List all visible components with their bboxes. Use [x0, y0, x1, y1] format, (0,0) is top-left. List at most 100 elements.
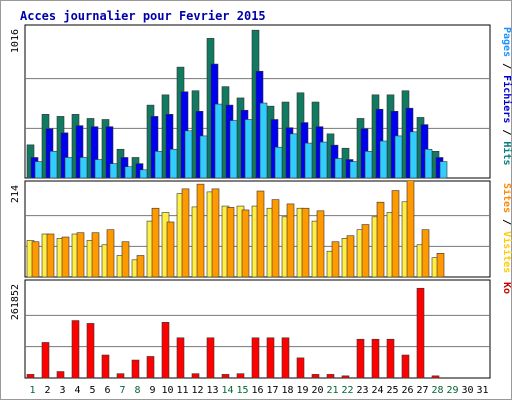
x-tick-label: 25 [386, 385, 398, 396]
bar-pages [439, 161, 448, 179]
bar-ko [206, 337, 215, 379]
bar-pages [319, 141, 328, 179]
bar-pages [289, 133, 298, 179]
x-tick-label: 1 [29, 385, 35, 396]
bar-ko [71, 320, 80, 379]
bar-sites [226, 207, 235, 278]
panel-ko: 261852 Ko [10, 279, 512, 379]
bar-pages [199, 135, 208, 179]
x-tick-label: 18 [281, 385, 293, 396]
legend: Sites / Visites [501, 183, 512, 273]
bar-sites [211, 188, 220, 278]
bar-fichiers [75, 125, 84, 179]
bar-ko [131, 359, 140, 379]
bar-pages [349, 161, 358, 179]
x-tick-label: 22 [341, 385, 353, 396]
bar-ko [431, 375, 440, 379]
bar-pages [409, 131, 418, 179]
bar-pages [244, 119, 253, 179]
legend-entry: / [501, 57, 512, 75]
bar-sites [316, 210, 325, 278]
bar-fichiers [60, 132, 69, 179]
bar-ko [161, 322, 170, 379]
bar-ko [251, 337, 260, 379]
x-tick-label: 8 [134, 385, 140, 396]
bar-sites [136, 255, 145, 278]
bar-ko [386, 338, 395, 379]
bar-ko [356, 338, 365, 379]
y-max-label: 1016 [10, 29, 21, 53]
bar-sites [196, 183, 205, 278]
x-tick-label: 4 [74, 385, 80, 396]
bar-ko [116, 373, 125, 379]
x-tick-label: 7 [119, 385, 125, 396]
bar-ko [326, 374, 335, 379]
legend-entry: Hits [501, 141, 512, 165]
bar-ko [416, 287, 425, 379]
bar-ko [26, 374, 35, 379]
bar-fichiers [105, 126, 114, 179]
bar-ko [146, 356, 155, 379]
bar-sites [166, 221, 175, 278]
bar-sites [286, 203, 295, 278]
x-tick-label: 16 [251, 385, 263, 396]
panel-sites-visites: 214 Sites / Visites [10, 180, 512, 278]
bar-ko [281, 337, 290, 379]
legend: Ko [501, 282, 512, 294]
legend-entry: / [501, 123, 512, 141]
x-tick-label: 17 [266, 385, 278, 396]
bar-ko [311, 374, 320, 379]
legend-entry: Visites [501, 231, 512, 273]
bar-pages [169, 148, 178, 179]
bar-pages [124, 166, 133, 179]
x-tick-label: 20 [311, 385, 323, 396]
x-tick-label: 3 [59, 385, 65, 396]
x-tick-label: 15 [236, 385, 248, 396]
legend-entry: Pages [501, 27, 512, 57]
bar-sites [46, 233, 55, 278]
bar-sites [271, 199, 280, 278]
bar-pages [139, 169, 148, 179]
bar-ko [56, 371, 65, 379]
bar-sites [31, 241, 40, 278]
x-tick-label: 14 [221, 385, 233, 396]
bar-fichiers [90, 126, 99, 179]
legend-entry: Fichiers [501, 75, 512, 123]
x-tick-label: 9 [149, 385, 155, 396]
bar-sites [241, 209, 250, 278]
bar-pages [214, 103, 223, 179]
bar-sites [76, 232, 85, 278]
legend-entry: Sites [501, 183, 512, 213]
bar-sites [421, 229, 430, 278]
x-tick-label: 21 [326, 385, 338, 396]
bar-sites [331, 241, 340, 278]
x-tick-label: 19 [296, 385, 308, 396]
bar-sites [301, 207, 310, 278]
bar-sites [391, 190, 400, 278]
bar-pages [79, 157, 88, 179]
bar-sites [256, 190, 265, 278]
bar-pages [424, 148, 433, 179]
bar-sites [406, 180, 415, 278]
bar-ko [296, 357, 305, 379]
legend-entry: Ko [501, 282, 512, 294]
y-max-label: 261852 [10, 284, 21, 320]
bar-ko [401, 354, 410, 379]
x-tick-label: 24 [371, 385, 383, 396]
bar-pages [49, 151, 58, 179]
bar-fichiers [165, 114, 174, 179]
panel-pages-fichiers-hits: 1016 Pages / Fichiers / Hits [10, 24, 512, 179]
bar-pages [184, 130, 193, 179]
bar-pages [334, 158, 343, 179]
bar-pages [274, 146, 283, 179]
bar-sites [121, 241, 130, 278]
x-tick-label: 12 [191, 385, 203, 396]
x-tick-label: 2 [44, 385, 50, 396]
x-axis-labels: 1 2 3 4 5 6 7 8 9 10 11 12 13 14 15 16 17 18 19 20 21 22 23 24 2… [29, 385, 488, 396]
x-tick-label: 28 [431, 385, 443, 396]
bar-ko [371, 338, 380, 379]
bar-pages [154, 151, 163, 179]
chart-title: Acces journalier pour Fevrier 2015 [20, 9, 266, 23]
bar-ko [176, 337, 185, 379]
bar-sites [91, 232, 100, 278]
